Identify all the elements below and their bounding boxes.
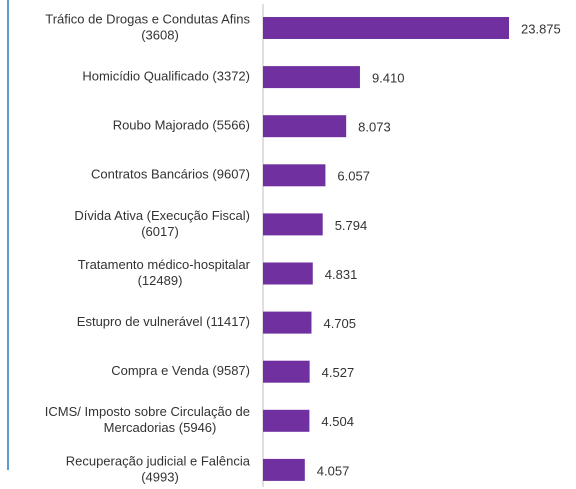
bar [263, 164, 326, 187]
category-label: Tráfico de Drogas e Condutas Afins [45, 11, 250, 26]
category-label: (12489) [138, 273, 183, 288]
value-label: 4.527 [322, 365, 355, 380]
category-label: Homicídio Qualificado (3372) [82, 69, 250, 84]
category-label: ICMS/ Imposto sobre Circulação de [45, 404, 250, 419]
category-label: (4993) [141, 469, 179, 484]
bar [263, 262, 313, 285]
category-label: Contratos Bancários (9607) [91, 167, 250, 182]
bar [263, 66, 360, 89]
value-label: 8.073 [358, 120, 391, 135]
value-label: 5.794 [335, 218, 368, 233]
category-label: Dívida Ativa (Execução Fiscal) [74, 208, 250, 223]
value-label: 9.410 [372, 71, 405, 86]
value-label: 4.705 [323, 316, 356, 331]
value-label: 4.504 [321, 414, 354, 429]
category-label: Tratamento médico-hospitalar [78, 257, 251, 272]
value-label: 4.831 [325, 267, 358, 282]
category-label: (3608) [141, 27, 179, 42]
bar [263, 409, 310, 432]
value-label: 6.057 [337, 169, 370, 184]
category-label: Recuperação judicial e Falência [66, 453, 251, 468]
value-label: 23.875 [521, 21, 561, 36]
category-label: (6017) [141, 224, 179, 239]
category-label: Estupro de vulnerável (11417) [77, 314, 250, 329]
bar [263, 311, 312, 334]
category-label: Roubo Majorado (5566) [113, 118, 250, 133]
bar [263, 360, 310, 383]
category-label: Compra e Venda (9587) [111, 363, 250, 378]
value-label: 4.057 [317, 463, 350, 478]
bar [263, 213, 323, 236]
bar [263, 115, 347, 138]
category-label: Mercadorias (5946) [104, 420, 217, 435]
bar [263, 458, 305, 481]
bar [263, 17, 509, 39]
